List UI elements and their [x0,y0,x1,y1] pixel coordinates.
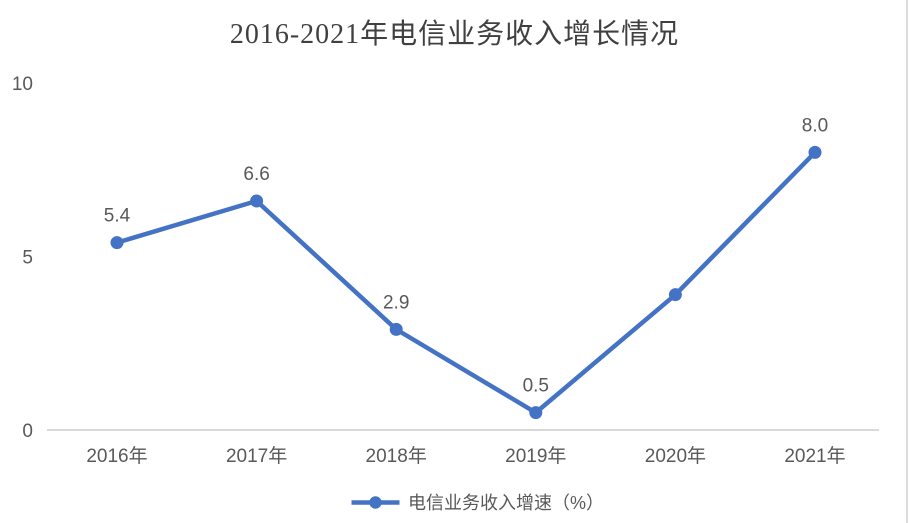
x-axis-tick-label: 2019年 [505,445,566,467]
legend-label: 电信业务收入增速（%） [407,493,605,513]
x-axis-tick-label: 2020年 [645,445,706,467]
data-point-marker [529,406,543,420]
data-point-label: 2.9 [383,292,409,313]
data-point-label: 5.4 [104,206,131,227]
data-point-marker [110,236,124,250]
y-axis-tick-label: 5 [22,248,33,269]
data-point-marker [250,194,264,208]
y-axis-tick-label: 0 [22,421,33,442]
y-axis-tick-label: 10 [12,74,33,95]
screenshot-right-edge [906,0,908,523]
series-line [114,150,818,415]
data-point-marker [389,322,403,336]
x-axis-tick-label: 2017年 [226,445,287,467]
data-point-marker [668,288,682,302]
legend-dot [368,495,382,509]
x-axis-tick-label: 2021年 [784,445,845,467]
data-point-label: 0.5 [523,376,549,397]
data-point-label: 6.6 [243,164,269,185]
x-axis-tick-label: 2018年 [366,445,427,467]
chart-title: 2016-2021年电信业务收入增长情况 [229,19,680,50]
legend: 电信业务收入增速（%） [350,489,605,515]
x-axis-tick-label: 2016年 [86,445,147,467]
data-point-marker [808,145,822,159]
legend-line-marker-icon [350,495,399,509]
data-point-label: 8.0 [802,115,828,136]
